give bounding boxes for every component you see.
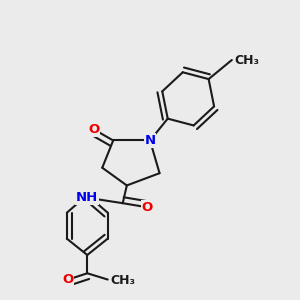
Text: CH₃: CH₃: [235, 53, 260, 67]
Text: NH: NH: [76, 191, 98, 204]
Text: O: O: [88, 123, 100, 136]
Text: O: O: [142, 201, 153, 214]
Text: CH₃: CH₃: [110, 274, 136, 287]
Text: O: O: [63, 273, 74, 286]
Text: N: N: [144, 134, 156, 147]
